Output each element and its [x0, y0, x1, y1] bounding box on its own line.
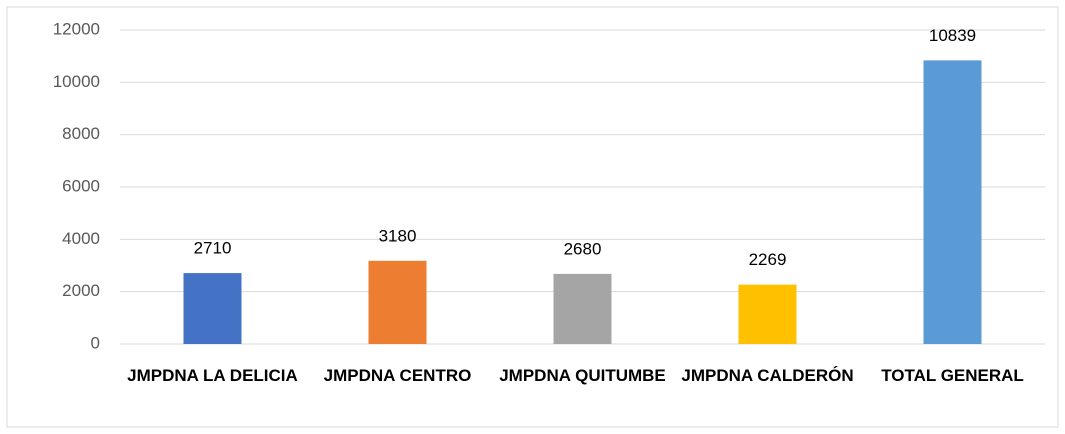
- data-label: 2710: [194, 239, 232, 258]
- data-label: 3180: [379, 226, 417, 245]
- y-tick-label: 2000: [62, 281, 100, 300]
- bar: [183, 273, 242, 344]
- y-tick-label: 12000: [53, 19, 100, 38]
- x-tick-label: JMPDNA LA DELICIA: [127, 366, 298, 385]
- bar: [923, 60, 982, 344]
- bar: [738, 284, 797, 344]
- bar: [368, 260, 427, 344]
- data-label: 2680: [564, 239, 602, 258]
- x-tick-label: TOTAL GENERAL: [881, 366, 1024, 385]
- bar: [553, 273, 612, 344]
- data-label: 2269: [749, 250, 787, 269]
- y-tick-label: 6000: [62, 176, 100, 195]
- x-tick-label: JMPDNA QUITUMBE: [499, 366, 666, 385]
- data-label: 10839: [929, 26, 976, 45]
- x-tick-label: JMPDNA CENTRO: [323, 366, 472, 385]
- y-tick-label: 10000: [53, 72, 100, 91]
- y-tick-label: 4000: [62, 229, 100, 248]
- chart-frame: [6, 6, 1059, 428]
- y-tick-label: 0: [91, 333, 100, 352]
- y-tick-label: 8000: [62, 124, 100, 143]
- x-tick-label: JMPDNA CALDERÓN: [681, 366, 854, 385]
